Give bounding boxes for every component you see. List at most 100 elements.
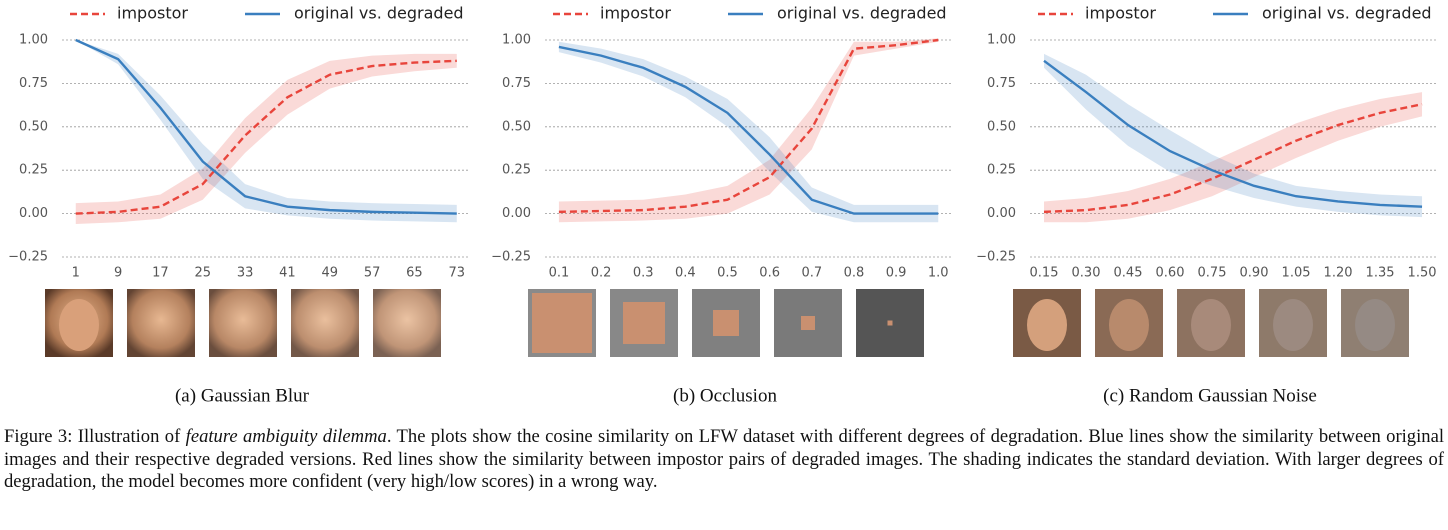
x-tick-label: 49	[321, 266, 338, 281]
y-tick-label: −0.25	[976, 250, 1016, 265]
y-tick-label: 0.00	[502, 206, 531, 221]
y-tick-label: 0.75	[987, 76, 1016, 91]
std-band	[75, 53, 457, 225]
face	[1355, 299, 1395, 351]
x-tick-label: 1.05	[1282, 266, 1311, 281]
y-tick-label: 0.00	[987, 206, 1016, 221]
figure-caption: Figure 3: Illustration of feature ambigu…	[4, 426, 1444, 494]
face-image	[373, 289, 441, 357]
face	[1191, 299, 1231, 351]
face-crop	[623, 302, 665, 344]
y-tick-label: 1.00	[19, 33, 48, 48]
caption-text: Illustration of	[72, 426, 186, 447]
face-image	[1177, 289, 1245, 357]
caption-label: Figure 3:	[4, 426, 73, 447]
y-tick-label: −0.25	[8, 250, 48, 265]
series-line	[1043, 103, 1423, 214]
y-tick-label: 0.50	[19, 119, 48, 134]
face-image	[1095, 289, 1163, 357]
x-tick-label: 0.8	[844, 266, 865, 281]
y-tick-label: 1.00	[502, 33, 531, 48]
y-tick-label: 0.50	[987, 119, 1016, 134]
face-image	[291, 289, 359, 357]
face-crop	[887, 320, 893, 326]
x-tick-label: 9	[114, 266, 122, 281]
subcaption: (a) Gaussian Blur	[175, 385, 310, 406]
caption-text: . The plots show the cosine similarity o…	[4, 426, 1444, 493]
x-tick-label: 0.4	[675, 266, 696, 281]
face-image	[1013, 289, 1081, 357]
face-image	[610, 289, 678, 357]
x-tick-label: 0.90	[1240, 266, 1269, 281]
image-background	[209, 289, 277, 357]
face-image	[127, 289, 195, 357]
y-tick-label: 0.75	[19, 76, 48, 91]
subcaption: (c) Random Gaussian Noise	[1103, 385, 1317, 406]
face-image	[209, 289, 277, 357]
x-tick-label: 25	[194, 266, 211, 281]
x-tick-label: 0.9	[886, 266, 907, 281]
face-image	[1341, 289, 1409, 357]
x-tick-label: 0.3	[633, 266, 654, 281]
series-line	[75, 59, 457, 215]
face-crop	[532, 293, 592, 353]
face-image	[692, 289, 760, 357]
legend-label: original vs. degraded	[777, 4, 947, 23]
x-tick-label: 65	[406, 266, 423, 281]
figure: −0.25 0.00 0.25 0.50 0.75 1.00 1 9 17 25 33 41 49 57 6…	[8, 4, 1438, 406]
image-background	[127, 289, 195, 357]
legend-label: original vs. degraded	[1262, 4, 1432, 23]
legend-label: impostor	[1085, 4, 1156, 23]
x-tick-label: 41	[279, 266, 296, 281]
x-tick-label: 0.1	[549, 266, 570, 281]
x-tick-label: 0.2	[591, 266, 612, 281]
face-crop	[801, 316, 815, 330]
image-background	[291, 289, 359, 357]
subcaption: (b) Occlusion	[673, 385, 777, 406]
x-tick-label: 0.45	[1114, 266, 1143, 281]
series-line	[558, 38, 939, 214]
series-line	[75, 38, 457, 215]
y-tick-label: 1.00	[987, 33, 1016, 48]
face	[1273, 299, 1313, 351]
face-image	[1259, 289, 1327, 357]
y-tick-label: 0.25	[502, 163, 531, 178]
x-tick-label: 1.0	[928, 266, 949, 281]
face-crop	[713, 310, 739, 336]
std-band	[558, 41, 939, 223]
series-line	[1043, 59, 1423, 208]
face-image	[774, 289, 842, 357]
face	[1027, 299, 1067, 351]
legend-label: original vs. degraded	[294, 4, 464, 23]
y-tick-label: 0.25	[19, 163, 48, 178]
face-image	[45, 289, 113, 357]
y-tick-label: 0.00	[19, 206, 48, 221]
x-tick-label: 0.75	[1198, 266, 1227, 281]
legend-label: impostor	[600, 4, 671, 23]
face	[1109, 299, 1149, 351]
y-tick-label: 0.75	[502, 76, 531, 91]
x-tick-label: 33	[237, 266, 254, 281]
x-tick-label: 17	[152, 266, 169, 281]
x-tick-label: 1.35	[1366, 266, 1395, 281]
x-tick-label: 0.5	[717, 266, 738, 281]
x-tick-label: 1	[72, 266, 80, 281]
x-tick-label: 57	[364, 266, 381, 281]
x-tick-label: 1.50	[1408, 266, 1437, 281]
caption-emphasis: feature ambiguity dilemma	[185, 426, 387, 447]
face-image	[528, 289, 596, 357]
std-band	[1044, 92, 1423, 223]
face	[59, 299, 99, 351]
image-background	[373, 289, 441, 357]
x-tick-label: 0.30	[1072, 266, 1101, 281]
std-band	[558, 38, 939, 223]
x-tick-label: 0.6	[759, 266, 780, 281]
series-line	[558, 45, 939, 215]
x-tick-label: 73	[448, 266, 465, 281]
x-tick-label: 0.60	[1156, 266, 1185, 281]
y-tick-label: −0.25	[491, 250, 531, 265]
y-tick-label: 0.25	[987, 163, 1016, 178]
face-image	[856, 289, 924, 357]
x-tick-label: 0.15	[1030, 266, 1059, 281]
